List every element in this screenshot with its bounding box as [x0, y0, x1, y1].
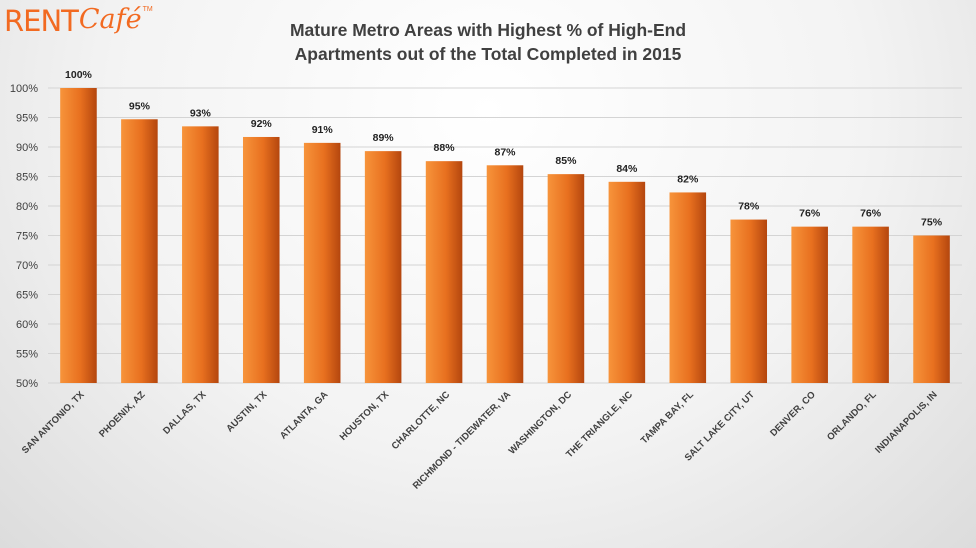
x-tick-label: CHARLOTTE, NC — [390, 389, 453, 452]
x-tick-label: SAN ANTONIO, TX — [20, 389, 87, 456]
x-tick-label: AUSTIN, TX — [224, 389, 270, 435]
bar — [242, 136, 280, 383]
x-tick-label: PHOENIX, AZ — [97, 389, 148, 440]
logo-trademark: TM — [142, 6, 153, 13]
y-tick-label: 65% — [16, 290, 38, 302]
bar — [425, 161, 463, 383]
data-label: 84% — [616, 163, 638, 175]
data-label: 78% — [738, 201, 760, 213]
data-label: 95% — [129, 100, 151, 112]
data-label: 88% — [434, 142, 456, 154]
bar — [913, 235, 950, 383]
data-label: 76% — [860, 208, 882, 220]
x-tick-label: DENVER, CO — [768, 389, 818, 439]
data-label: 91% — [312, 124, 334, 136]
logo-brand-text: RENT — [4, 4, 79, 38]
y-tick-label: 50% — [16, 378, 38, 390]
bar — [60, 88, 97, 383]
bar — [121, 119, 158, 384]
data-label: 85% — [555, 155, 577, 167]
x-tick-label: ATLANTA, GA — [278, 389, 330, 441]
y-tick-label: 95% — [16, 113, 38, 125]
rentcafe-logo: RENT Café TM — [4, 2, 153, 42]
data-label: 92% — [251, 118, 273, 130]
bar — [303, 142, 341, 383]
data-label: 100% — [65, 69, 93, 81]
data-label: 76% — [799, 208, 821, 220]
y-tick-label: 70% — [16, 260, 38, 272]
y-tick-label: 85% — [16, 172, 38, 184]
y-tick-label: 75% — [16, 231, 38, 243]
x-tick-label: WASHINGTON, DC — [507, 389, 574, 456]
x-tick-label: TAMPA BAY, FL — [639, 389, 696, 446]
y-tick-label: 60% — [16, 319, 38, 331]
x-axis-tick-labels: SAN ANTONIO, TX PHOENIX, AZ DALLAS, TX AUST… — [20, 389, 940, 492]
chart-title: Mature Metro Areas with Highest % of Hig… — [0, 18, 976, 66]
x-tick-label: SALT LAKE CITY, UT — [683, 389, 757, 463]
logo-script-text: Café — [78, 4, 142, 35]
bar — [791, 226, 828, 383]
data-label: 89% — [373, 132, 395, 144]
chart-title-line-2: Apartments out of the Total Completed in… — [294, 44, 682, 64]
data-label: 75% — [921, 217, 943, 229]
chart-title-line-1: Mature Metro Areas with Highest % of Hig… — [289, 20, 687, 40]
y-tick-label: 80% — [16, 201, 38, 213]
y-tick-label: 100% — [10, 83, 38, 95]
data-labels: 100% 95% 93% 92% 91% 89% 88% 87% 85% 84% 82% 78% 76%… — [65, 69, 943, 229]
x-tick-label: ORLANDO, FL — [825, 389, 879, 443]
bar — [852, 226, 889, 383]
bar — [730, 219, 768, 383]
x-tick-label: INDIANAPOLIS, IN — [873, 389, 939, 455]
x-tick-label: DALLAS, TX — [161, 389, 209, 437]
bar — [669, 192, 707, 383]
bar — [547, 174, 585, 383]
bars — [60, 88, 950, 384]
bar — [608, 181, 646, 383]
x-tick-label: RICHMOND - TIDEWATER, VA — [411, 389, 513, 491]
bar — [364, 151, 402, 383]
x-tick-label: HOUSTON, TX — [338, 389, 392, 443]
data-label: 93% — [190, 107, 212, 119]
data-label: 82% — [677, 173, 699, 185]
bar — [182, 126, 219, 383]
y-tick-label: 90% — [16, 142, 38, 154]
bar — [486, 165, 524, 383]
x-tick-label: THE TRIANGLE, NC — [564, 389, 635, 460]
y-axis-tick-labels: 50% 55% 60% 65% 70% 75% 80% 85% 90% 95% 100% — [10, 83, 38, 390]
data-label: 87% — [494, 146, 516, 158]
y-tick-label: 55% — [16, 349, 38, 361]
